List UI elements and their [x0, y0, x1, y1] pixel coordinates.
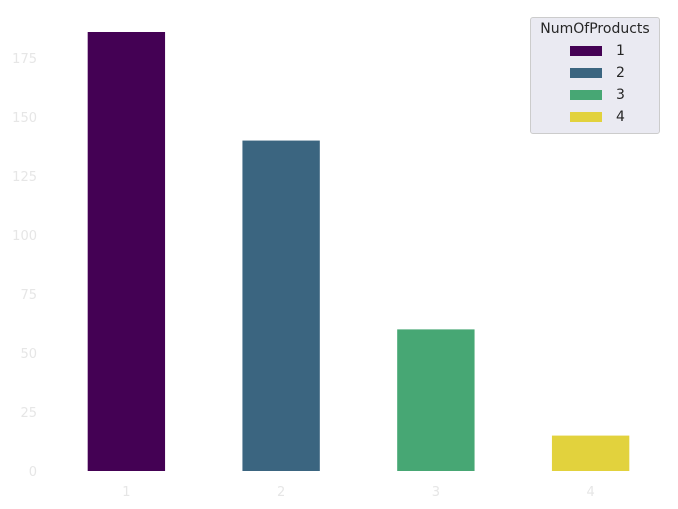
legend: NumOfProducts 1 2 3 4 [530, 17, 660, 134]
y-tick-label: 0 [29, 465, 37, 480]
y-tick-label: 125 [12, 170, 37, 185]
bar-1 [87, 32, 166, 471]
legend-label: 2 [616, 65, 625, 81]
legend-entry-3: 3 [539, 84, 651, 106]
bar-4 [551, 435, 630, 471]
legend-swatch [570, 68, 602, 78]
bar-2 [242, 140, 320, 471]
y-tick-label: 75 [20, 288, 37, 303]
y-tick-label: 100 [12, 229, 37, 244]
legend-swatch [570, 112, 602, 122]
x-tick-label: 4 [586, 485, 594, 500]
legend-swatch [570, 46, 602, 56]
legend-entry-1: 1 [539, 40, 651, 62]
y-tick-label: 175 [12, 52, 37, 67]
legend-entry-4: 4 [539, 106, 651, 128]
bars-group [87, 32, 630, 471]
legend-swatch [570, 90, 602, 100]
y-tick-label: 25 [20, 406, 37, 421]
legend-label: 4 [616, 109, 625, 125]
x-tick-label: 3 [432, 485, 440, 500]
legend-title: NumOfProducts [540, 21, 650, 37]
x-tick-label: 2 [277, 485, 285, 500]
y-tick-label: 150 [12, 111, 37, 126]
y-axis-ticks: 0 25 50 75 100 125 150 175 [12, 52, 37, 480]
legend-entries: 1 2 3 4 [539, 40, 651, 128]
x-axis-ticks: 1 2 3 4 [122, 485, 595, 500]
y-tick-label: 50 [20, 347, 37, 362]
bar-3 [397, 329, 475, 471]
legend-label: 1 [616, 43, 625, 59]
legend-label: 3 [616, 87, 625, 103]
x-tick-label: 1 [122, 485, 130, 500]
legend-entry-2: 2 [539, 62, 651, 84]
